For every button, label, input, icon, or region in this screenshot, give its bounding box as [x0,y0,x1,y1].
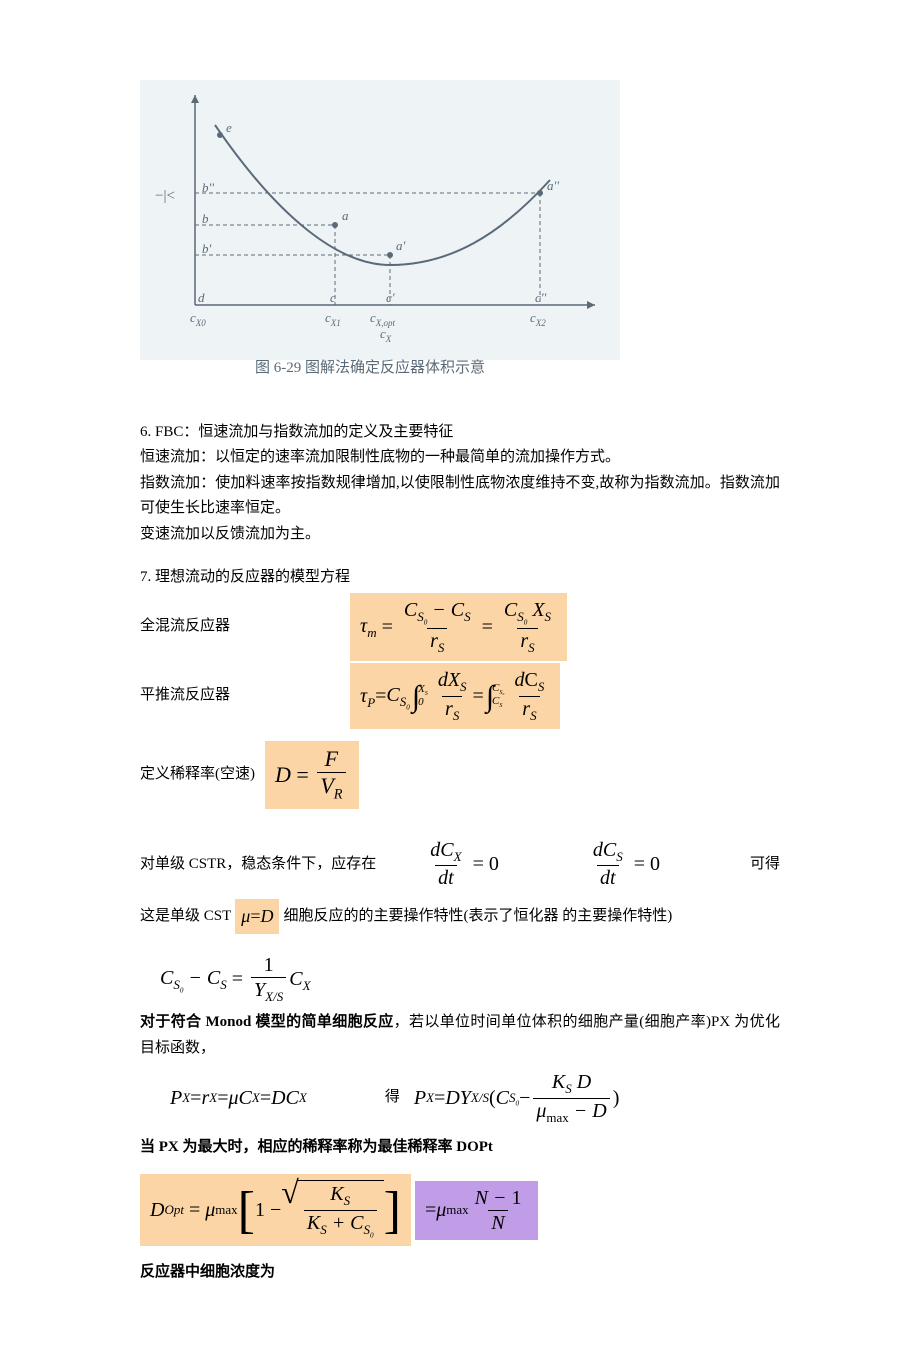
px-mid-label: 得 [385,1085,400,1111]
section6-title: 6. FBC：恒速流加与指数流加的定义及主要特征 [140,420,780,446]
eq-tau-m: τm = CS0 − CS rS = CS0 XS rS [350,593,567,662]
eq-mu-eq-d: μ = D [235,899,279,934]
eq-dilution: D = F VR [265,741,359,809]
svg-text:a: a [342,208,349,223]
label-dilution: 定义稀释率(空速) [140,762,255,788]
svg-text:d: d [198,290,205,305]
svg-text:a': a' [396,238,406,253]
mu-eq-d-pre: 这是单级 CST [140,904,231,930]
y-axis-label: −|< [155,188,175,204]
figure-caption: 图 6-29 图解法确定反应器体积示意 [255,358,485,376]
figure-svg: −|< e a a' a'' b'' b b' d c [140,80,620,380]
steady-post: 可得 [750,852,780,878]
cell-conc-label: 反应器中细胞浓度为 [140,1260,780,1286]
section6-line1: 恒速流加：以恒定的速率流加限制性底物的一种最简单的流加操作方式。 [140,445,780,471]
dopt-intro: 当 PX 为最大时，相应的稀释率称为最佳稀释率 DOPt [140,1135,780,1161]
monod-intro: 对于符合 Monod 模型的简单细胞反应，若以单位时间单位体积的细胞产量(细胞产… [140,1010,780,1061]
row-tau-m: 全混流反应器 τm = CS0 − CS rS = CS0 XS rS [140,593,780,662]
row-mu-eq-d: 这是单级 CST μ = D 细胞反应的的主要操作特性(表示了恒化器 的主要操作… [140,899,780,934]
label-pfr: 平推流反应器 [140,683,230,709]
section6-line2: 指数流加：使加料速率按指数规律增加,以使限制性底物浓度维持不变,故称为指数流加。… [140,471,780,522]
row-px: PX = rX = μCX = DCX 得 PX = DYX/S (CS0 − … [160,1065,780,1131]
mu-eq-d-post: 细胞反应的的主要操作特性(表示了恒化器 的主要操作特性) [283,904,672,930]
eq-dcx-dt: dCX dt = 0 [414,833,509,895]
svg-text:c': c' [386,290,395,305]
steady-pre: 对单级 CSTR，稳态条件下，应存在 [140,852,376,878]
svg-text:c: c [330,290,336,305]
section6-line3: 变速流加以反馈流加为主。 [140,522,780,548]
eq-mass-balance: CS0 − CS = 1 YX/S CX [150,948,321,1010]
row-steady-state: 对单级 CSTR，稳态条件下，应存在 dCX dt = 0 dCS dt = 0… [140,833,780,895]
section7-title: 7. 理想流动的反应器的模型方程 [140,565,780,591]
figure-6-29: −|< e a a' a'' b'' b b' d c [140,80,780,390]
svg-text:b'': b'' [202,180,214,195]
svg-text:c'': c'' [535,290,547,305]
eq-tau-p: τP = CS0 ∫ XS0 dXS rS = ∫ CS₀CS dCS rS [350,663,560,729]
label-cstr: 全混流反应器 [140,614,230,640]
svg-text:a'': a'' [547,178,559,193]
eq-dopt: DOpt = μmax [ 1 − √ KS KS + CS0 ] [140,1174,411,1246]
svg-text:e: e [226,120,232,135]
svg-text:b: b [202,211,209,226]
eq-px-left: PX = rX = μCX = DCX [160,1075,317,1121]
row-dilution: 定义稀释率(空速) D = F VR [140,741,780,809]
svg-text:b': b' [202,241,212,256]
row-dopt: DOpt = μmax [ 1 − √ KS KS + CS0 ] = μmax… [140,1174,780,1246]
row-tau-p: 平推流反应器 τP = CS0 ∫ XS0 dXS rS = ∫ CS₀CS d… [140,663,780,729]
eq-dopt-alt: = μmax N − 1 N [415,1181,538,1240]
eq-dcs-dt: dCS dt = 0 [577,833,670,895]
eq-px-right: PX = DYX/S (CS0 − KS D μmax − D ) [404,1065,630,1131]
